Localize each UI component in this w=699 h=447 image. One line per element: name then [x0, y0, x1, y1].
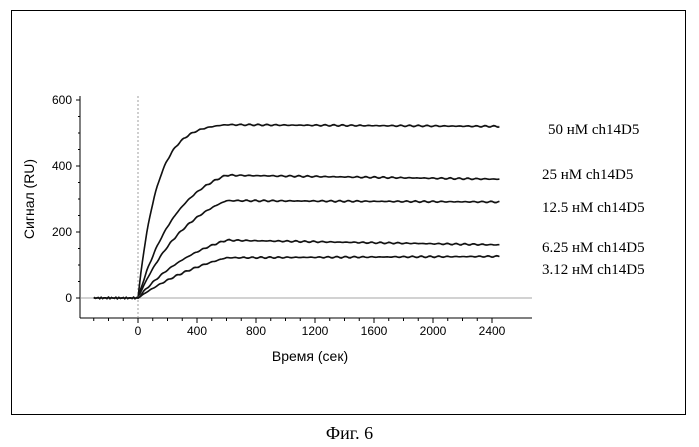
- measured-curve-0: [94, 124, 500, 299]
- measured-curve-3: [94, 240, 500, 299]
- y-tick-label: 0: [65, 291, 72, 305]
- series-labels: 50 нМ ch14D5 25 нМ ch14D5 12.5 нМ ch14D5 6.…: [542, 122, 645, 278]
- measured-curve-4: [94, 256, 500, 299]
- y-tick-label: 400: [52, 159, 72, 173]
- series-label-0: 50 нМ ch14D5: [548, 122, 639, 138]
- series-label-3: 6.25 нМ ch14D5: [542, 240, 645, 256]
- y-axis-title: Сигнал (RU): [21, 159, 37, 239]
- x-tick-label: 0: [135, 324, 142, 338]
- sensorgram-chart: 0 400 800 1200 1600 2000 2400 0 200 400 600 Время (…: [12, 11, 687, 416]
- x-axis-title: Время (сек): [272, 348, 348, 364]
- fit-curve-4: [94, 256, 500, 298]
- chart-frame: 0 400 800 1200 1600 2000 2400 0 200 400 600 Время (…: [11, 10, 686, 415]
- series-label-1: 25 нМ ch14D5: [542, 167, 633, 183]
- x-tick-label: 1200: [302, 324, 329, 338]
- series-label-4: 3.12 нМ ch14D5: [542, 262, 645, 278]
- x-tick-label: 800: [246, 324, 266, 338]
- x-tick-label: 2000: [420, 324, 447, 338]
- x-tick-label: 400: [187, 324, 207, 338]
- axes: 0 400 800 1200 1600 2000 2400 0 200 400 600 Время (…: [21, 93, 532, 364]
- fit-curve-0: [94, 125, 500, 298]
- fit-curve-3: [94, 240, 500, 298]
- series-label-2: 12.5 нМ ch14D5: [542, 200, 645, 216]
- curves: [94, 124, 500, 299]
- y-tick-label: 200: [52, 225, 72, 239]
- figure-caption: Фиг. 6: [0, 423, 699, 444]
- y-tick-label: 600: [52, 93, 72, 107]
- x-tick-label: 2400: [479, 324, 506, 338]
- x-tick-label: 1600: [361, 324, 388, 338]
